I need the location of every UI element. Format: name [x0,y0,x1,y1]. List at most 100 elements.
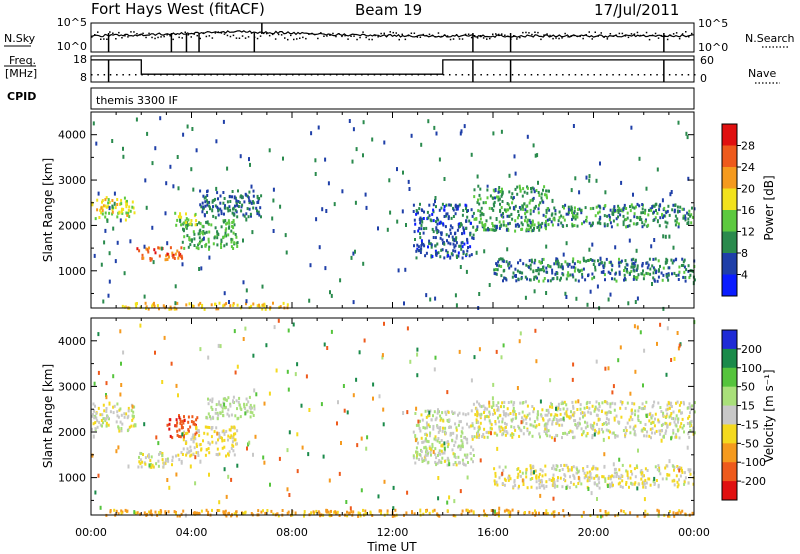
colorbar-tick-label: 24 [741,161,755,174]
echo-cell [177,215,180,219]
echo-cell [107,205,110,208]
echo-cell [570,207,573,210]
freq-left-label-1: Freq. [9,54,36,67]
echo-cell [326,509,329,512]
echo-cell [222,119,225,124]
echo-cell [386,227,389,232]
echo-cell [122,154,125,159]
echo-cell [229,404,232,408]
echo-cell [195,246,198,250]
noise-dot [232,34,235,37]
echo-cell [381,353,384,358]
echo-cell [588,178,591,183]
nave-dot [668,74,671,76]
echo-cell [657,509,660,513]
echo-cell [252,201,255,205]
echo-cell [480,405,483,409]
echo-cell [660,410,663,413]
echo-cell [439,414,442,418]
echo-cell [608,216,611,220]
echo-cell [263,460,266,465]
echo-cell [460,129,463,134]
echo-cell [173,257,176,260]
echo-cell [664,220,667,224]
echo-cell [431,509,434,513]
noise-dot [112,32,114,34]
nave-dot [116,74,118,76]
echo-cell [520,277,523,281]
echo-cell [507,413,510,417]
echo-cell [131,418,134,422]
echo-cell [678,343,681,348]
noise-dot [428,33,431,36]
echo-cell [618,270,621,274]
echo-cell [580,211,583,215]
echo-cell [683,482,686,486]
echo-cell [583,476,586,480]
echo-cell [258,213,261,217]
echo-cell [199,347,202,352]
echo-cell [532,228,535,232]
nave-dot [229,74,231,76]
noise-dot [220,32,223,34]
echo-cell [612,219,615,223]
echo-cell [125,412,128,416]
echo-cell [558,216,561,220]
echo-cell [533,261,536,265]
noise-dot [645,31,648,34]
nave-dot [650,74,652,76]
noise-dot [271,33,274,36]
echo-cell [655,479,658,482]
echo-cell [362,120,365,125]
echo-cell [662,273,665,277]
echo-cell [497,416,499,420]
noise-dot [398,38,400,41]
echo-cell [459,420,462,424]
echo-cell [659,203,662,208]
echo-cell [431,227,434,231]
echo-cell [538,486,541,490]
echo-cell [504,425,507,429]
echo-cell [677,417,680,421]
noise-dot [567,36,569,38]
echo-cell [534,206,536,210]
echo-cell [536,416,539,420]
echo-cell [348,119,351,123]
echo-cell [473,426,476,430]
echo-cell [224,231,227,235]
echo-cell [669,403,672,407]
echo-cell [434,460,437,464]
echo-cell [521,194,524,198]
echo-cell [462,209,465,212]
echo-cell [546,413,549,417]
nave-dot [442,74,445,76]
echo-cell [524,417,527,421]
echo-cell [530,485,533,489]
echo-cell [200,205,203,209]
echo-cell [620,473,623,477]
echo-cell [676,428,679,433]
echo-cell [505,278,508,282]
echo-cell [443,451,446,455]
echo-cell [234,208,237,212]
echo-cell [355,377,358,382]
echo-cell [434,355,437,360]
echo-cell [525,229,528,233]
echo-cell [495,224,498,229]
echo-cell [532,143,535,148]
echo-cell [349,506,352,511]
echo-cell [206,425,209,429]
echo-cell [430,448,432,452]
echo-cell [478,347,481,352]
echo-cell [238,403,241,407]
echo-cell [187,415,190,419]
echo-cell [669,192,672,197]
echo-cell [435,220,437,224]
echo-cell [604,400,607,404]
echo-cell [448,418,451,422]
echo-cell [426,424,429,428]
echo-cell [178,458,181,462]
echo-cell [572,436,575,439]
echo-cell [226,200,229,204]
echo-cell [565,295,568,299]
